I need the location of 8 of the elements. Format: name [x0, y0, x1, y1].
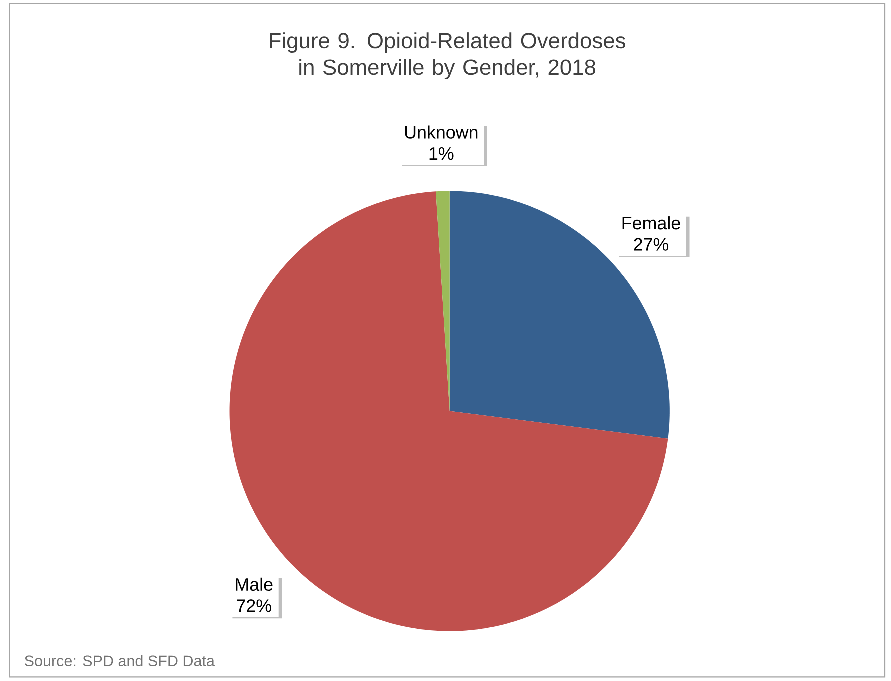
- data-label: 72%: [237, 600, 272, 612]
- data-label: 27%: [634, 238, 669, 251]
- data-label: 1%: [430, 147, 454, 160]
- slice-label: Unknown: [405, 126, 478, 139]
- chart-title: Figure 9. Opioid-Related Overdoses in Somerville by Gender, 2018: [270, 32, 626, 80]
- slice-label: Female: [622, 216, 680, 230]
- slice-label: Male: [236, 578, 273, 591]
- source-note: Source: SPD and SFD Data: [25, 655, 215, 666]
